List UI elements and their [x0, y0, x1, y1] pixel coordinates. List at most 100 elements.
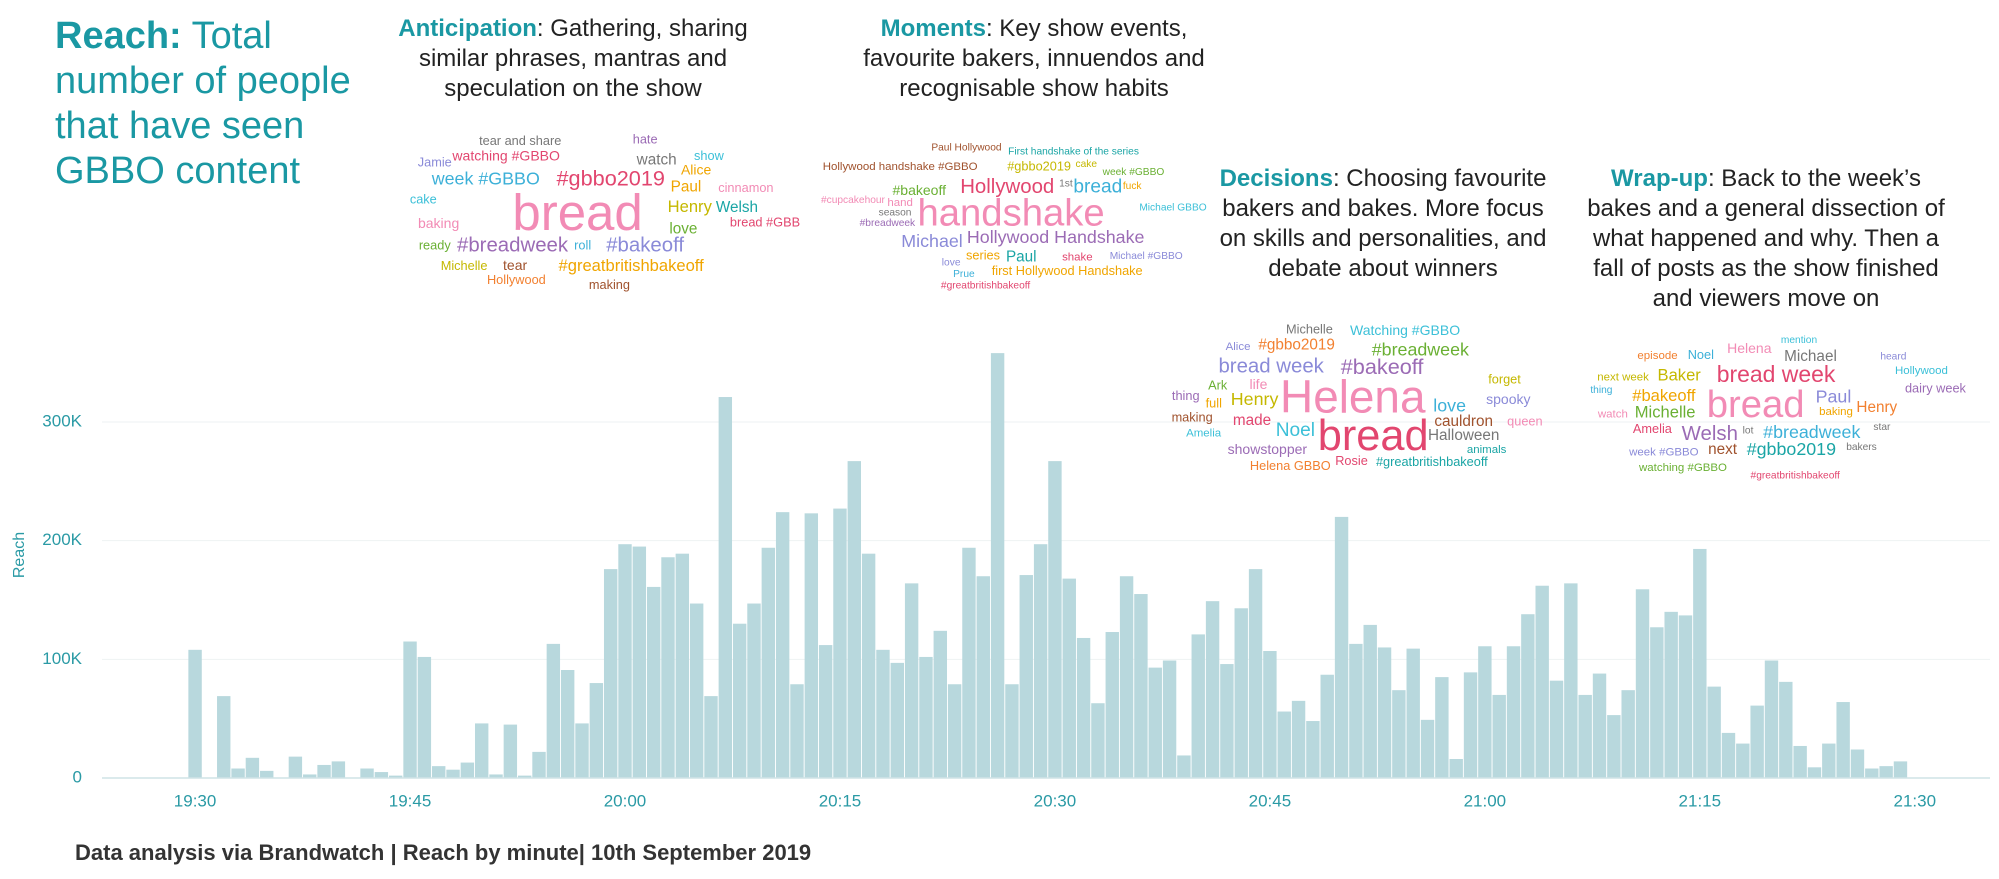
cloud-word: #breadweek — [457, 234, 569, 256]
bar — [1893, 761, 1908, 778]
cloud-word: Hollywood handshake #GBBO — [823, 161, 978, 173]
bar — [231, 768, 245, 778]
bar — [417, 656, 432, 778]
title-text: Total number of people that have seen GB… — [55, 15, 351, 192]
cloud-word: Hollywood — [960, 176, 1054, 198]
x-tick-label: 19:45 — [389, 791, 432, 810]
x-tick-label: 21:30 — [1894, 791, 1937, 810]
bar — [861, 553, 876, 778]
bar — [790, 684, 804, 778]
annotation-text: : Choosing favourite bakers and bakes. M… — [1219, 165, 1547, 282]
cloud-word: first Hollywood Handshake — [992, 263, 1143, 278]
bar — [747, 603, 761, 778]
cloud-word: #greatbritishbakeoff — [559, 256, 705, 275]
cloud-word: Baker — [1658, 366, 1702, 385]
bar — [260, 770, 274, 778]
cloud-word: Amelia — [1633, 421, 1673, 436]
cloud-word: heard — [1880, 352, 1906, 363]
bar — [1764, 660, 1779, 778]
cloud-word: #breadweek — [1372, 339, 1469, 359]
cloud-word: #cupcakehour — [821, 195, 886, 206]
cloud-word: #bakeoff — [606, 234, 684, 256]
cloud-word: cake — [410, 192, 437, 207]
bar — [1148, 667, 1162, 778]
annotation-text: : Back to the week’s bakes and a general… — [1587, 165, 1945, 312]
cloud-word: Michael #GBBO — [1110, 251, 1183, 262]
cloud-word: watching #GBBO — [1638, 462, 1727, 474]
cloud-word: tear — [503, 257, 527, 273]
cloud-word: #bakeoff — [1632, 386, 1696, 405]
x-tick-label: 21:00 — [1464, 791, 1507, 810]
cloud-word: watching #GBBO — [451, 148, 560, 164]
bar — [331, 761, 346, 778]
cloud-word: queen — [1507, 413, 1542, 428]
bar — [432, 766, 446, 778]
bar — [1822, 743, 1836, 778]
bar — [1779, 681, 1793, 778]
y-tick-label: 100K — [42, 649, 82, 668]
bar — [933, 630, 947, 778]
bar — [847, 461, 862, 778]
cloud-word: #bakeoff — [893, 182, 947, 198]
bar — [603, 569, 618, 778]
bar — [589, 683, 604, 778]
bar — [1592, 673, 1607, 778]
bar — [489, 774, 503, 778]
cloud-word: #gbbo2019 — [1007, 158, 1071, 173]
bar — [1291, 700, 1306, 778]
cloud-word: bread week — [1218, 356, 1324, 378]
bar — [1693, 548, 1707, 778]
cloud-word: making — [589, 277, 630, 292]
bar — [1005, 684, 1019, 778]
bar — [1320, 674, 1334, 778]
cloud-word: Paul — [1816, 387, 1852, 407]
bar — [317, 764, 331, 778]
bar — [618, 544, 632, 778]
cloud-word: making — [1172, 410, 1213, 425]
cloud-word: Henry — [1231, 389, 1279, 409]
bar — [1549, 680, 1564, 778]
cloud-word: season — [879, 208, 912, 219]
annotation-head: Decisions — [1219, 165, 1333, 192]
bar — [1506, 646, 1521, 778]
cloud-word: next week — [1597, 371, 1649, 383]
cloud-word: Welsh — [1682, 423, 1738, 445]
cloud-word: baking — [1819, 406, 1853, 418]
cloud-word: week #GBBO — [1102, 167, 1165, 178]
bar — [1076, 637, 1091, 778]
bar — [1621, 690, 1635, 778]
bar — [1263, 651, 1277, 778]
cloud-word: Jamie — [418, 155, 452, 170]
bar — [1650, 627, 1664, 778]
cloud-word: next — [1708, 441, 1738, 458]
cloud-word: week #GBBO — [431, 168, 540, 188]
cloud-word: ready — [419, 237, 452, 252]
cloud-word: Henry — [1856, 399, 1897, 416]
cloud-word: Helena GBBO — [1250, 458, 1331, 473]
cloud-word: life — [1249, 376, 1267, 392]
bar — [1578, 694, 1592, 778]
cloud-word: love — [1433, 395, 1466, 415]
cloud-word: Hollywood — [487, 272, 546, 287]
bar — [374, 772, 389, 778]
cloud-word: #greatbritishbakeoff — [1751, 470, 1840, 481]
bar — [1635, 589, 1650, 778]
cloud-word: showstopper — [1228, 441, 1308, 457]
cloud-word: bread #GBB — [730, 215, 800, 230]
cloud-word: made — [1233, 412, 1271, 429]
cloud-word: #gbbo2019 — [557, 165, 665, 190]
bar — [1091, 703, 1105, 778]
cloud-word: hate — [633, 132, 658, 147]
cloud-word: show — [694, 148, 725, 163]
bar — [1850, 749, 1865, 778]
bar — [1750, 705, 1764, 778]
x-tick-label: 20:15 — [819, 791, 862, 810]
cloud-word: Paul — [1006, 249, 1037, 266]
bar — [1377, 647, 1392, 778]
bar — [646, 586, 661, 778]
bar — [1836, 702, 1850, 778]
bar — [460, 762, 475, 778]
cloud-word: First handshake of the series — [1008, 146, 1139, 157]
